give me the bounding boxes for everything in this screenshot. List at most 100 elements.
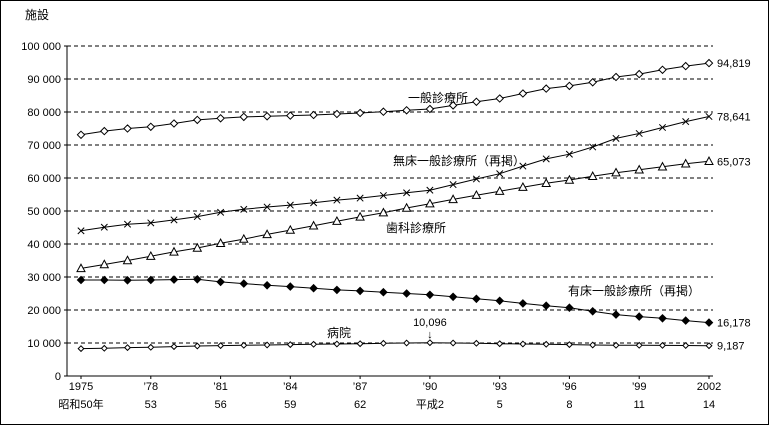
marker-open-diamond xyxy=(565,81,574,91)
series-line xyxy=(80,342,710,350)
marker-small-open-diamond xyxy=(612,341,620,349)
series-0: 94,819 一般診療所 xyxy=(76,58,751,140)
series-4: 9,187 病院 xyxy=(77,325,745,353)
y-tick-label: 70 000 xyxy=(27,140,61,152)
marker-x xyxy=(193,213,201,221)
marker-x xyxy=(449,181,457,189)
end-value-label: 78,641 xyxy=(717,112,751,124)
marker-filled-diamond xyxy=(379,287,388,297)
y-tick-label: 50 000 xyxy=(27,206,61,218)
marker-filled-diamond xyxy=(588,306,598,316)
marker-filled-diamond xyxy=(169,275,179,284)
marker-open-diamond xyxy=(402,105,411,115)
marker-small-open-diamond xyxy=(379,339,387,347)
marker-open-triangle xyxy=(145,250,156,260)
marker-open-triangle xyxy=(122,255,133,265)
marker-x xyxy=(403,189,411,197)
marker-open-triangle xyxy=(657,161,668,171)
marker-small-open-diamond xyxy=(240,341,248,349)
marker-open-diamond xyxy=(285,111,295,120)
marker-x xyxy=(705,112,713,121)
x-era-label: 8 xyxy=(566,399,572,411)
marker-open-diamond xyxy=(495,94,505,103)
marker-open-diamond xyxy=(634,69,644,79)
series-2: 65,073 歯科診療所 xyxy=(76,156,751,273)
marker-x xyxy=(77,227,85,235)
marker-x xyxy=(519,162,527,170)
marker-x xyxy=(635,129,643,138)
y-tick-label: 100 000 xyxy=(21,41,61,53)
marker-open-diamond xyxy=(169,119,179,128)
marker-open-triangle xyxy=(76,263,86,273)
x-era-label: 62 xyxy=(354,399,366,411)
marker-open-diamond xyxy=(332,109,342,119)
marker-x xyxy=(589,143,597,151)
marker-small-open-diamond xyxy=(426,339,434,347)
marker-x xyxy=(426,186,434,194)
marker-filled-diamond xyxy=(146,275,156,285)
x-tick-label: ’99 xyxy=(632,381,647,393)
marker-open-triangle xyxy=(587,171,598,180)
marker-x xyxy=(123,220,132,228)
end-value-label: 65,073 xyxy=(717,156,751,168)
series-1: 78,641 無床一般診療所（再掲） xyxy=(77,112,751,235)
annotation-value: 10,096 xyxy=(413,317,447,329)
marker-filled-diamond xyxy=(262,280,272,290)
marker-filled-diamond xyxy=(448,292,458,302)
marker-small-open-diamond xyxy=(100,344,108,352)
marker-open-diamond xyxy=(146,122,156,132)
marker-small-open-diamond xyxy=(682,341,690,350)
marker-open-diamond xyxy=(541,84,551,93)
marker-open-triangle xyxy=(564,174,575,184)
marker-filled-diamond xyxy=(355,286,365,296)
marker-small-open-diamond xyxy=(403,339,411,347)
series-label: 無床一般診療所（再掲） xyxy=(393,153,525,168)
marker-filled-diamond xyxy=(634,312,644,321)
marker-filled-diamond xyxy=(658,313,667,323)
marker-open-diamond xyxy=(355,108,365,118)
y-tick-label: 0 xyxy=(55,371,61,383)
marker-open-triangle xyxy=(262,229,272,239)
marker-x xyxy=(472,175,480,183)
end-value-label: 94,819 xyxy=(717,58,751,70)
x-era-label: 11 xyxy=(633,399,644,411)
x-era-label: 昭和50年 xyxy=(58,397,103,411)
series-label: 病院 xyxy=(327,325,351,340)
y-tick-label: 60 000 xyxy=(27,173,61,185)
marker-x xyxy=(147,219,155,227)
marker-open-triangle xyxy=(425,198,435,208)
x-tick-label: 1975 xyxy=(69,381,93,393)
marker-open-diamond xyxy=(611,72,621,82)
x-tick-label: ’93 xyxy=(492,381,507,393)
marker-open-diamond xyxy=(309,110,318,120)
marker-open-diamond xyxy=(76,130,86,140)
marker-open-diamond xyxy=(239,112,249,122)
marker-small-open-diamond xyxy=(263,341,271,349)
marker-x xyxy=(286,201,294,209)
marker-small-open-diamond xyxy=(496,340,504,348)
y-tick-label: 40 000 xyxy=(27,239,61,251)
marker-filled-diamond xyxy=(192,274,202,284)
series-label: 有床一般診療所（再掲） xyxy=(568,283,700,298)
marker-small-open-diamond xyxy=(705,342,713,350)
marker-open-diamond xyxy=(379,107,388,117)
marker-small-open-diamond xyxy=(565,341,573,349)
marker-small-open-diamond xyxy=(356,340,364,348)
marker-x xyxy=(333,196,341,204)
marker-small-open-diamond xyxy=(193,342,201,350)
series-line xyxy=(80,62,710,136)
annotation: 10,096↓ xyxy=(413,317,447,341)
marker-open-diamond xyxy=(123,124,132,133)
marker-x xyxy=(310,199,318,207)
marker-open-diamond xyxy=(658,65,667,75)
marker-x xyxy=(496,170,504,178)
marker-open-triangle xyxy=(471,189,482,199)
marker-open-triangle xyxy=(494,185,505,195)
marker-filled-diamond xyxy=(123,275,132,285)
marker-small-open-diamond xyxy=(542,340,550,348)
marker-x xyxy=(217,208,225,216)
marker-x xyxy=(170,216,178,224)
marker-filled-diamond xyxy=(704,318,714,327)
marker-filled-diamond xyxy=(309,283,318,293)
